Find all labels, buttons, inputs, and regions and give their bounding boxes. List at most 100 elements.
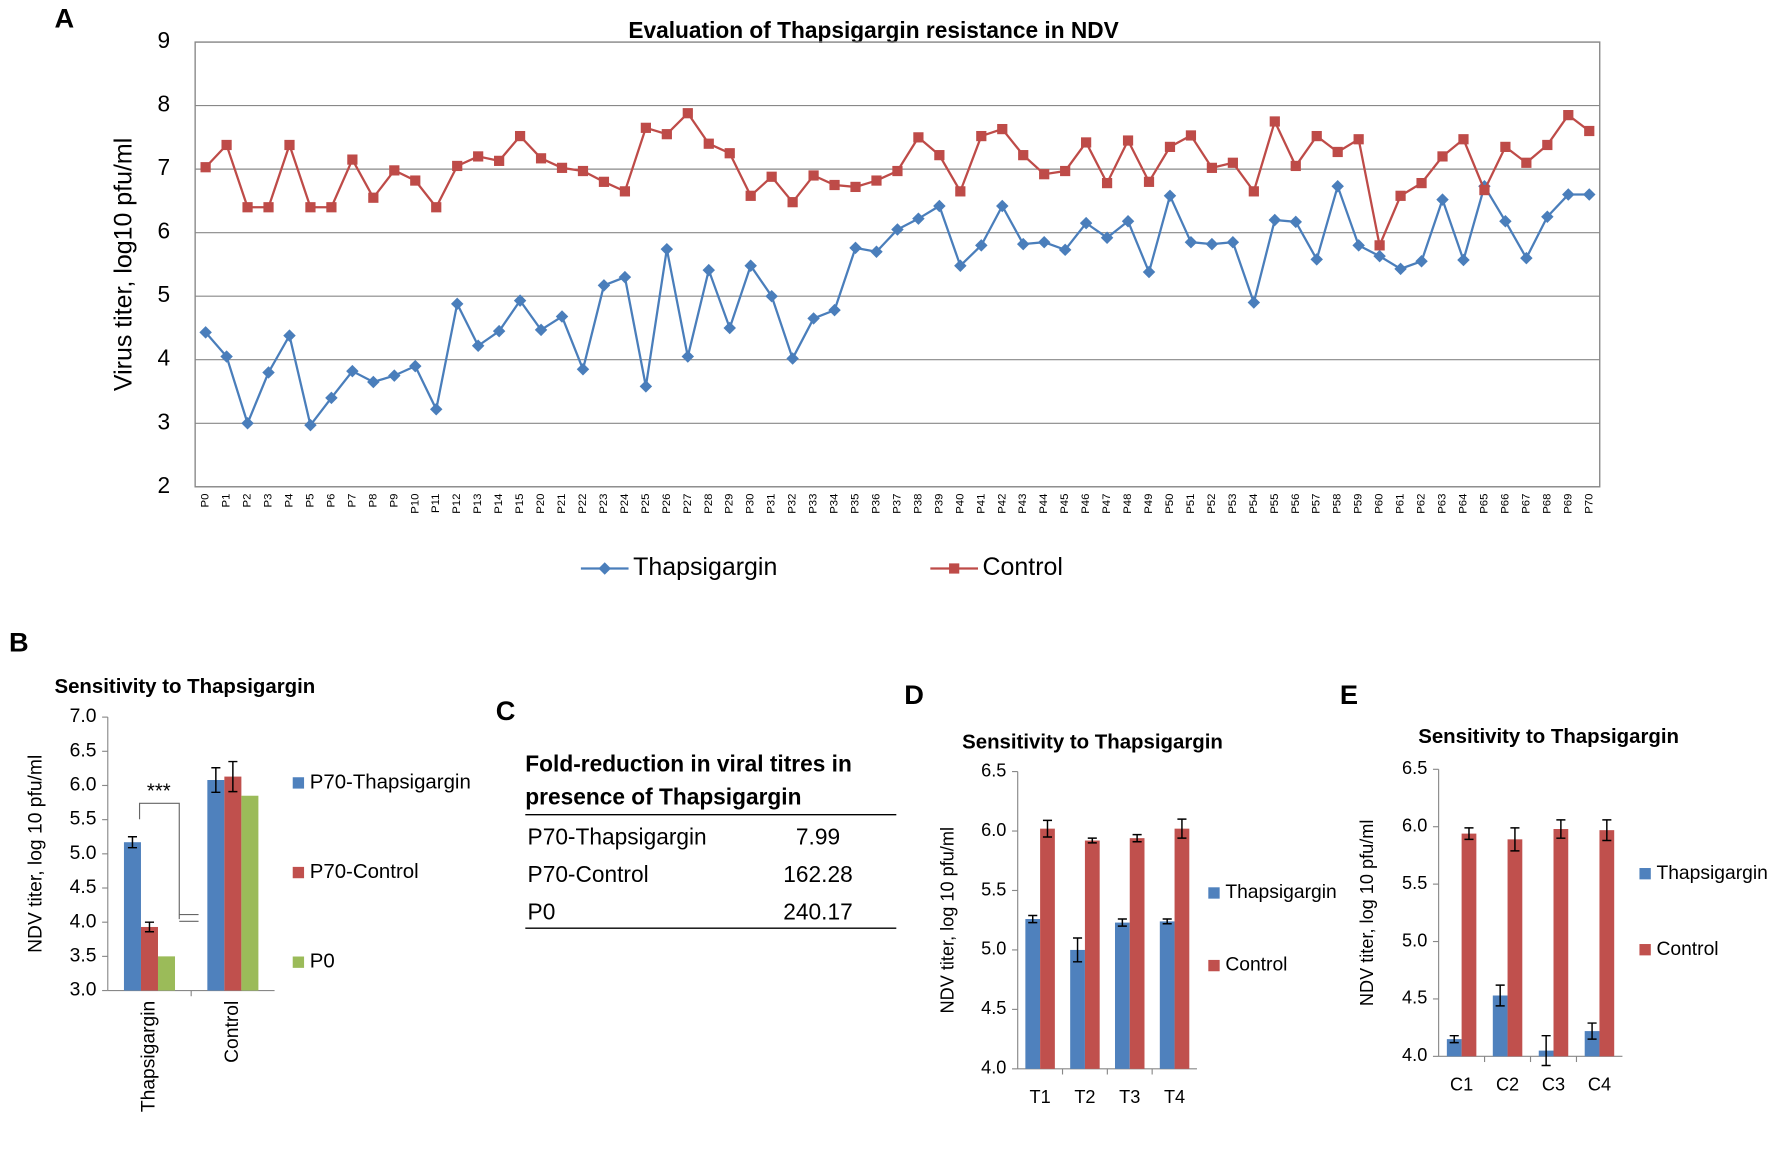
data-point <box>514 130 526 142</box>
data-point <box>1416 177 1427 189</box>
x-tick-label: P23 <box>598 494 610 514</box>
error-bar <box>1587 1022 1597 1040</box>
data-point <box>576 363 590 376</box>
x-tick-label: P37 <box>891 494 903 514</box>
x-tick-label: P22 <box>577 494 589 514</box>
x-tick-label: P20 <box>535 494 547 514</box>
x-tick-label: C1 <box>1450 1075 1473 1095</box>
data-point <box>1268 213 1282 227</box>
bar <box>1461 833 1477 1057</box>
bar <box>1025 919 1041 1069</box>
x-tick-label: P41 <box>975 494 987 514</box>
legend-swatch <box>1208 887 1220 899</box>
x-tick-label: P69 <box>1562 494 1574 514</box>
data-point <box>1520 251 1533 265</box>
x-tick-label: P45 <box>1059 494 1071 514</box>
x-tick-label: P65 <box>1478 494 1490 514</box>
error-bar <box>1073 937 1083 963</box>
x-tick-label: P38 <box>912 494 924 514</box>
x-tick-label: P9 <box>388 494 400 508</box>
data-point <box>283 329 296 342</box>
data-point <box>639 380 653 393</box>
data-point <box>949 563 960 574</box>
x-tick-label: P27 <box>682 494 694 514</box>
data-point <box>912 212 925 225</box>
data-point <box>368 192 379 203</box>
x-tick-label: P50 <box>1164 494 1176 514</box>
x-tick-label: P60 <box>1374 494 1386 514</box>
data-point <box>1331 180 1344 193</box>
x-tick-label: P67 <box>1520 494 1532 514</box>
data-point <box>199 326 212 339</box>
bar <box>1599 830 1615 1057</box>
data-point <box>304 418 317 432</box>
x-tick-label: P52 <box>1206 494 1218 514</box>
x-tick-label: P24 <box>619 494 631 514</box>
chart-title: Sensitivity to Thapsigargin <box>1418 726 1679 748</box>
data-point <box>431 202 442 213</box>
y-tick-label: 5.0 <box>1402 930 1427 950</box>
data-point <box>997 123 1008 135</box>
data-point <box>892 165 903 177</box>
bar <box>1174 828 1190 1069</box>
data-point <box>745 190 756 201</box>
x-tick-label: P32 <box>787 494 799 514</box>
legend-label: Thapsigargin <box>1225 882 1336 903</box>
error-bar <box>1464 827 1474 841</box>
bar <box>1084 840 1100 1069</box>
y-tick-label: 4.0 <box>70 911 97 932</box>
panel-label: A <box>54 3 74 34</box>
legend-label: Control <box>983 553 1063 581</box>
data-point <box>702 263 716 277</box>
data-point <box>661 129 672 140</box>
data-point <box>577 165 589 177</box>
data-point <box>1101 177 1113 189</box>
data-point <box>1269 116 1280 127</box>
error-bar <box>1510 827 1520 852</box>
data-point <box>1500 141 1511 152</box>
y-tick-label: 6.5 <box>1402 758 1427 778</box>
x-tick-label: P63 <box>1437 494 1449 514</box>
data-point <box>723 321 736 335</box>
significance: *** <box>147 780 171 802</box>
x-tick-label: P11 <box>430 494 442 513</box>
data-point <box>786 352 799 365</box>
x-tick-label: P39 <box>933 494 945 514</box>
data-point <box>367 375 380 389</box>
y-tick-label: 7.0 <box>70 706 97 727</box>
data-point <box>933 199 946 213</box>
x-tick-label: P54 <box>1248 494 1260 514</box>
data-point <box>534 323 548 337</box>
data-point <box>1310 253 1323 266</box>
y-tick-label: 5.0 <box>70 843 97 864</box>
data-point <box>913 132 924 143</box>
x-tick-label: P36 <box>870 494 882 514</box>
data-point <box>618 270 632 284</box>
data-point <box>681 350 695 363</box>
x-tick-label: Control <box>222 1001 243 1063</box>
y-tick-label: 6.0 <box>981 820 1006 840</box>
data-point <box>808 170 819 181</box>
bar <box>241 795 259 991</box>
bar <box>1492 995 1508 1057</box>
data-point <box>473 151 484 162</box>
y-tick-label: 4.0 <box>1402 1045 1427 1065</box>
bar <box>1159 921 1175 1069</box>
y-tick-label: 8 <box>158 91 171 117</box>
y-tick-label: 7 <box>158 154 171 180</box>
y-tick-label: 2 <box>158 472 171 498</box>
bar <box>1553 829 1569 1057</box>
data-point <box>410 175 421 186</box>
data-point <box>1206 162 1218 173</box>
legend-label: P0 <box>310 951 335 973</box>
y-tick-label: 6.5 <box>70 740 97 761</box>
x-tick-label: P70 <box>1583 494 1595 514</box>
y-axis-label: NDV titer, log 10 pfu/ml <box>937 827 957 1014</box>
x-tick-label: P26 <box>661 494 673 514</box>
x-tick-label: P57 <box>1311 494 1323 514</box>
data-point <box>221 139 232 151</box>
data-point <box>555 310 569 323</box>
x-tick-label: P31 <box>766 494 778 514</box>
data-point <box>1374 240 1385 251</box>
